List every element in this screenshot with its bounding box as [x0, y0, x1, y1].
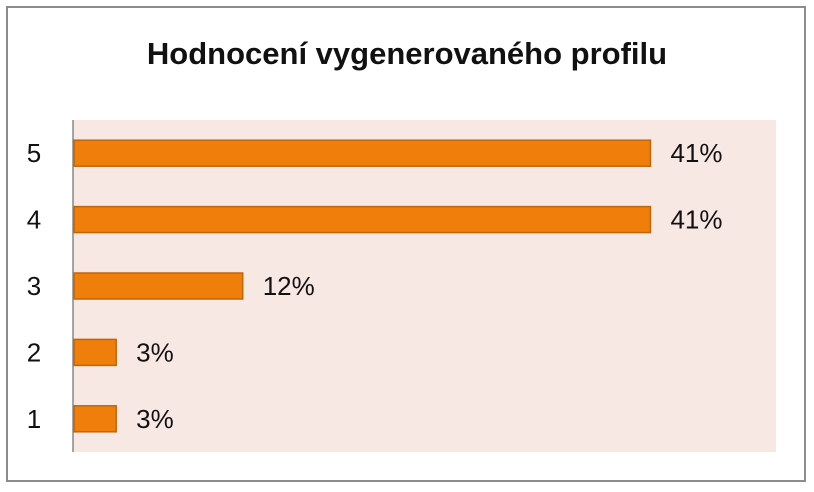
- y-tick-label: 2: [27, 337, 41, 367]
- y-tick-label: 3: [27, 271, 41, 301]
- y-tick-label: 5: [27, 138, 41, 168]
- data-label: 12%: [263, 271, 315, 301]
- chart-title: Hodnocení vygenerovaného profilu: [146, 36, 668, 71]
- y-tick-label: 4: [27, 205, 41, 235]
- data-label: 41%: [670, 138, 722, 168]
- bar-3: [73, 272, 244, 300]
- data-label: 41%: [670, 205, 722, 235]
- data-label: 3%: [136, 404, 174, 434]
- bar-4: [73, 205, 652, 234]
- bar-1: [73, 405, 117, 433]
- bar-5: [73, 139, 652, 167]
- data-label: 3%: [136, 337, 174, 367]
- bar-2: [73, 338, 117, 367]
- y-tick-label: 1: [27, 404, 41, 434]
